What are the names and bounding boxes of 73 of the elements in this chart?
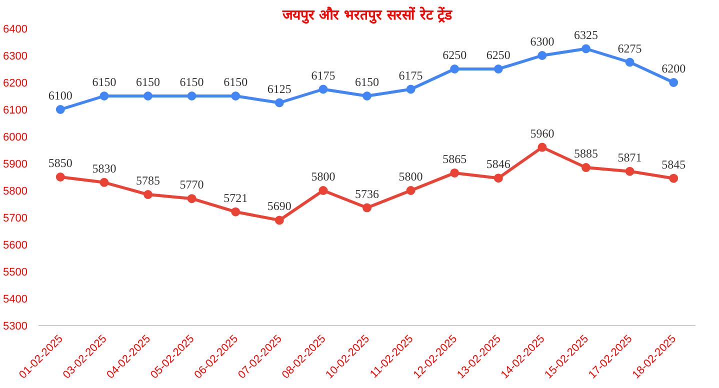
point <box>582 44 590 54</box>
data-label: 6325 <box>574 28 598 42</box>
data-label: 5800 <box>398 170 423 184</box>
data-label: 5770 <box>180 178 204 192</box>
data-label: 6250 <box>442 48 467 62</box>
point <box>231 207 240 216</box>
data-label: 5845 <box>662 157 686 172</box>
data-label: 6250 <box>486 48 510 62</box>
data-label: 5830 <box>92 161 116 176</box>
point <box>56 105 65 114</box>
data-label: 5865 <box>442 152 467 166</box>
data-label: 6150 <box>224 75 248 89</box>
point <box>100 178 109 187</box>
data-label: 6150 <box>355 75 379 89</box>
point <box>56 172 65 182</box>
y-tick-label: 6000 <box>3 132 28 144</box>
data-label: 6150 <box>180 75 204 89</box>
data-label: 5736 <box>355 186 379 201</box>
data-label: 6150 <box>136 75 160 89</box>
data-label: 6175 <box>311 68 336 82</box>
point <box>669 78 678 87</box>
data-label: 6150 <box>92 75 116 89</box>
data-label: 6100 <box>48 88 72 102</box>
point <box>538 142 547 152</box>
point <box>274 98 284 108</box>
data-label: 6200 <box>662 62 686 76</box>
point <box>406 84 416 94</box>
point <box>187 92 196 100</box>
point <box>144 190 152 200</box>
point <box>100 92 109 100</box>
point <box>187 194 196 204</box>
point <box>318 186 328 195</box>
point <box>231 92 240 100</box>
point <box>494 64 503 74</box>
point <box>625 166 634 176</box>
data-label: 6175 <box>398 68 423 82</box>
data-label: 5800 <box>311 170 336 184</box>
data-label: 5885 <box>574 146 598 161</box>
point <box>582 163 590 172</box>
point <box>362 203 372 212</box>
y-tick-label: 5900 <box>3 158 28 170</box>
point <box>144 92 152 100</box>
point <box>274 216 284 225</box>
data-label: 5871 <box>618 150 642 164</box>
data-label: 6275 <box>618 41 642 56</box>
data-label: 5690 <box>267 199 292 214</box>
data-label: 5785 <box>136 174 160 188</box>
point <box>625 58 634 67</box>
point <box>406 186 416 195</box>
y-tick-label: 6300 <box>3 50 28 62</box>
point <box>538 51 547 60</box>
point <box>318 84 328 94</box>
y-tick-label: 5600 <box>3 240 28 252</box>
point <box>669 174 678 183</box>
point <box>494 174 503 183</box>
y-tick-label: 5700 <box>3 212 28 224</box>
data-label: 5850 <box>48 156 72 170</box>
point <box>450 64 460 74</box>
point <box>362 92 372 100</box>
y-tick-label: 6200 <box>3 78 28 90</box>
chart-title: जयपुर और भरतपुर सरसों रेट ट्रेंड <box>281 6 453 24</box>
data-label: 5846 <box>486 157 510 172</box>
data-label: 5960 <box>530 126 554 140</box>
y-tick-label: 5800 <box>3 186 28 198</box>
y-tick-label: 5300 <box>3 320 28 332</box>
y-tick-label: 6100 <box>3 104 28 116</box>
y-tick-label: 5500 <box>3 266 28 278</box>
y-tick-label: 6400 <box>3 24 28 36</box>
data-label: 6125 <box>267 82 292 96</box>
y-tick-label: 5400 <box>3 294 28 306</box>
data-label: 5721 <box>224 190 248 205</box>
data-label: 6300 <box>530 34 554 48</box>
point <box>450 168 460 178</box>
